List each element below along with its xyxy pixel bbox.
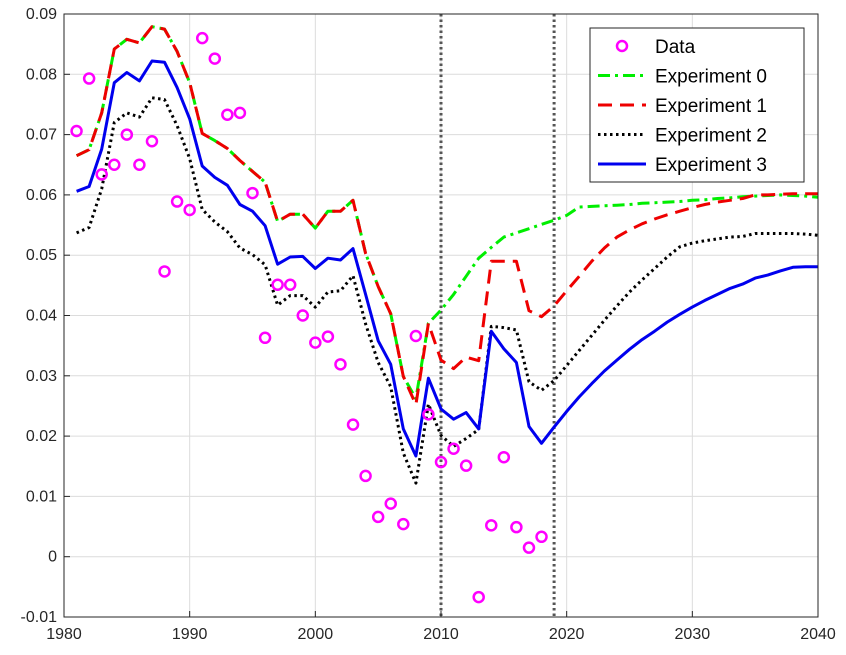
data-point [522, 541, 536, 554]
data-point [283, 278, 297, 291]
x-tick-label: 2010 [423, 626, 459, 643]
data-point [409, 329, 423, 343]
data-point [359, 469, 372, 483]
data-point [321, 330, 335, 343]
data-point [183, 203, 196, 217]
legend-label: Experiment 2 [655, 126, 767, 147]
x-axis: 1980 1990 2000 2010 2020 2030 2040 [46, 611, 836, 643]
data-point [397, 517, 410, 531]
data-point [145, 134, 159, 148]
vertical-reference-lines [439, 14, 556, 617]
y-tick-label: 0 [48, 549, 57, 566]
data-point [195, 31, 209, 45]
data-point [510, 520, 523, 534]
data-point [485, 519, 498, 532]
data-point [309, 336, 322, 349]
data-point [170, 195, 184, 208]
data-point [258, 331, 272, 345]
y-tick-label: 0.06 [26, 187, 57, 204]
legend: Data Experiment 0 Experiment 1 Experiment 2… [589, 27, 805, 183]
y-tick-label: 0.07 [26, 127, 57, 144]
y-tick-label: 0.09 [26, 6, 57, 23]
x-tick-label: 1980 [46, 626, 82, 643]
data-point [70, 124, 83, 138]
data-point [271, 278, 284, 291]
legend-label: Data [655, 37, 696, 58]
y-tick-label: 0.01 [26, 488, 57, 505]
data-point [384, 497, 397, 510]
y-tick-label: 0.04 [26, 308, 57, 325]
data-point [346, 418, 360, 431]
data-point [447, 442, 460, 456]
y-tick-label: -0.01 [21, 609, 58, 626]
legend-label: Experiment 3 [655, 155, 767, 176]
legend-label: Experiment 1 [655, 96, 767, 117]
data-point [371, 510, 385, 524]
data-point [158, 265, 171, 278]
data-point [233, 106, 247, 120]
y-tick-label: 0.02 [26, 428, 57, 445]
data-point [120, 128, 134, 141]
y-tick-label: 0.03 [26, 368, 57, 385]
y-tick-label: 0.08 [26, 66, 57, 83]
x-tick-label: 1990 [172, 626, 208, 643]
x-tick-label: 2000 [298, 626, 334, 643]
legend-marker [615, 39, 629, 53]
y-axis: -0.01 0 0.01 0.02 0.03 0.04 0.05 0.06 0.07 0.08 0.… [21, 6, 70, 626]
y-tick-label: 0.05 [26, 247, 57, 264]
data-point [334, 358, 347, 371]
data-point [95, 168, 108, 181]
data-point [82, 72, 96, 85]
x-tick-label: 2040 [800, 626, 836, 643]
legend-label: Experiment 0 [655, 67, 767, 88]
data-point [221, 108, 234, 121]
series-lines [75, 25, 819, 485]
series-line [75, 25, 819, 401]
data-point [472, 590, 485, 604]
data-point [459, 459, 473, 472]
data-point [434, 455, 448, 469]
data-point [422, 408, 435, 421]
data-point [296, 309, 310, 322]
data-point [208, 52, 222, 65]
x-tick-label: 2020 [549, 626, 585, 643]
data-point [246, 186, 259, 200]
data-points [70, 31, 548, 604]
data-point [133, 158, 146, 171]
data-point [497, 450, 511, 464]
data-point [535, 530, 548, 544]
series-line [76, 59, 818, 458]
series-line [76, 96, 819, 485]
data-point [108, 158, 121, 171]
x-tick-label: 2030 [675, 626, 711, 643]
